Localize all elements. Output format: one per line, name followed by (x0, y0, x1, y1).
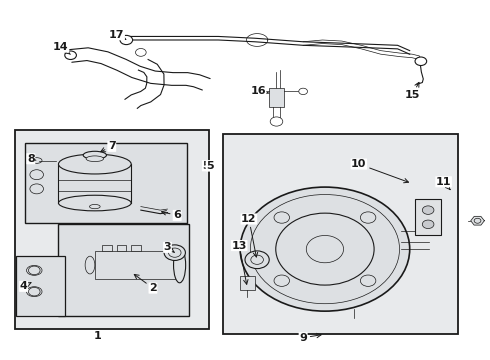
Bar (269, 88, 284, 107)
Text: 1: 1 (94, 331, 101, 341)
Circle shape (422, 206, 434, 215)
Text: 17: 17 (109, 30, 126, 40)
Circle shape (274, 275, 290, 286)
Circle shape (299, 88, 308, 95)
Ellipse shape (85, 256, 95, 274)
Bar (15, 130, 209, 329)
Circle shape (164, 245, 185, 260)
Text: 3: 3 (164, 242, 174, 252)
Text: 15: 15 (404, 82, 420, 100)
Text: 5: 5 (202, 161, 210, 171)
Bar (131, 244, 141, 251)
Circle shape (120, 35, 133, 45)
Circle shape (251, 255, 264, 264)
Circle shape (240, 187, 410, 311)
Circle shape (245, 251, 269, 269)
Circle shape (65, 51, 76, 59)
Circle shape (136, 49, 146, 56)
Ellipse shape (58, 154, 131, 174)
Bar (223, 134, 458, 334)
Ellipse shape (26, 265, 42, 275)
Ellipse shape (173, 247, 186, 283)
Bar (58, 224, 189, 316)
Ellipse shape (31, 158, 42, 163)
Text: 12: 12 (241, 214, 258, 257)
Ellipse shape (31, 172, 42, 177)
Circle shape (474, 218, 481, 223)
Text: 5: 5 (206, 161, 214, 171)
Circle shape (360, 275, 376, 286)
Ellipse shape (90, 204, 100, 209)
Text: 10: 10 (351, 159, 409, 183)
Text: 2: 2 (134, 274, 157, 293)
Circle shape (30, 170, 44, 180)
Circle shape (28, 287, 40, 296)
Ellipse shape (83, 151, 106, 159)
Circle shape (276, 213, 374, 285)
Bar (16, 256, 65, 316)
Ellipse shape (58, 195, 131, 211)
Ellipse shape (26, 287, 42, 297)
Text: 13: 13 (231, 240, 248, 284)
Text: 6: 6 (162, 211, 181, 220)
Circle shape (28, 266, 40, 275)
Ellipse shape (31, 186, 42, 192)
Bar (102, 244, 112, 251)
Polygon shape (471, 216, 484, 225)
Bar (117, 244, 126, 251)
Circle shape (270, 117, 283, 126)
Text: 7: 7 (101, 141, 116, 152)
Text: 9: 9 (299, 333, 321, 343)
Text: 14: 14 (53, 42, 71, 54)
Circle shape (274, 212, 290, 223)
Circle shape (30, 184, 44, 194)
Circle shape (169, 248, 181, 257)
Ellipse shape (86, 156, 103, 162)
Circle shape (415, 57, 427, 66)
Bar (240, 276, 255, 290)
Text: 4: 4 (20, 281, 31, 291)
Bar (415, 199, 441, 235)
Text: 8: 8 (27, 154, 36, 164)
Bar (24, 143, 187, 222)
Text: 16: 16 (250, 86, 269, 96)
Circle shape (250, 194, 399, 304)
Circle shape (250, 88, 259, 95)
Circle shape (422, 220, 434, 229)
Bar (95, 251, 180, 279)
Circle shape (306, 235, 343, 263)
Text: 11: 11 (436, 177, 451, 190)
Circle shape (360, 212, 376, 223)
